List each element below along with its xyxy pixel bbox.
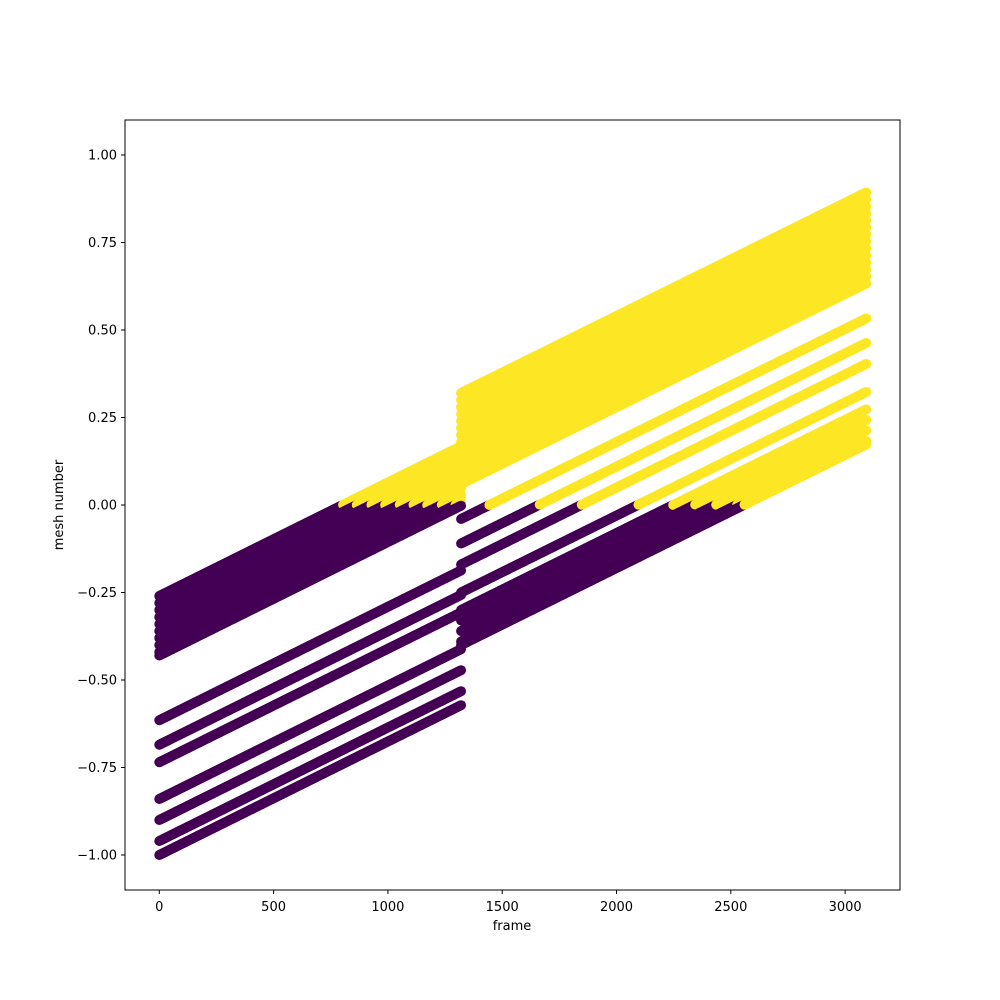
data-point xyxy=(456,665,467,676)
data-points xyxy=(154,187,872,860)
series-15 xyxy=(154,686,467,846)
data-point xyxy=(456,500,467,511)
